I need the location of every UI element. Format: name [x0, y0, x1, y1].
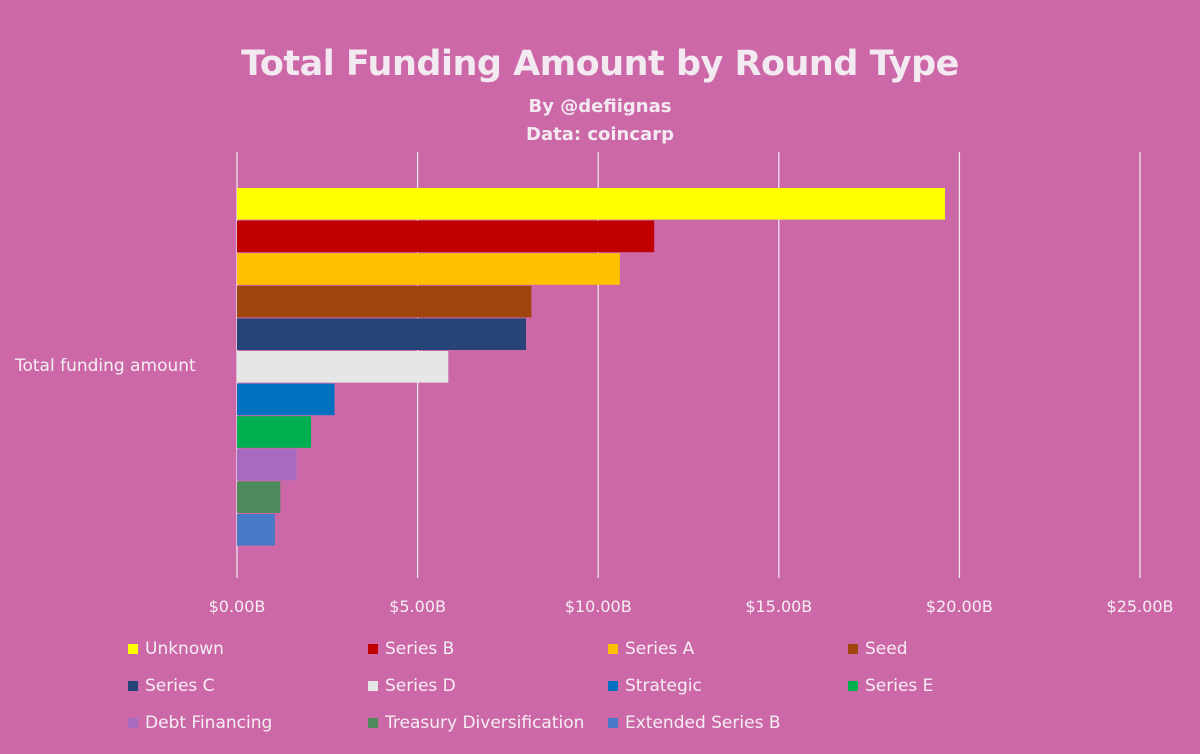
legend-label: Extended Series B: [625, 713, 781, 733]
legend-item: Series A: [608, 637, 694, 661]
legend-item: Debt Financing: [128, 711, 272, 735]
bar-series-e: [237, 416, 312, 448]
legend-swatch: [368, 644, 378, 654]
legend-swatch: [128, 644, 138, 654]
legend-swatch: [368, 718, 378, 728]
legend-item: Series B: [368, 637, 454, 661]
legend-item: Series D: [368, 674, 456, 698]
chart-title: Total Funding Amount by Round Type: [241, 44, 959, 84]
legend-item: Extended Series B: [608, 711, 781, 735]
chart-subtitle-author: By @defiignas: [528, 96, 672, 117]
legend-label: Seed: [865, 639, 908, 659]
legend-label: Unknown: [145, 639, 224, 659]
legend-label: Series E: [865, 676, 934, 696]
bar-series-c: [237, 318, 526, 350]
legend-swatch: [848, 681, 858, 691]
bar-debt-financing: [237, 448, 297, 481]
legend-item: Strategic: [608, 674, 702, 698]
bar-unknown: [237, 188, 945, 220]
bar-series-a: [237, 253, 620, 285]
chart-subtitle-source: Data: coincarp: [526, 124, 674, 145]
x-tick-label: $20.00B: [926, 597, 993, 616]
legend-label: Series B: [385, 639, 455, 659]
legend-item: Treasury Diversification: [368, 711, 584, 735]
legend-item: Series E: [848, 674, 933, 698]
legend-item: Unknown: [128, 637, 224, 661]
x-tick-label: $25.00B: [1107, 597, 1174, 616]
x-tick-label: $5.00B: [389, 597, 446, 616]
legend-label: Series A: [625, 639, 695, 659]
category-label: Total funding amount: [14, 356, 196, 376]
bar-extended-series-b: [237, 514, 275, 546]
legend-label: Series D: [385, 676, 456, 696]
legend-swatch: [608, 644, 618, 654]
bar-series-b: [237, 220, 655, 253]
bar-treasury-diversification: [237, 481, 281, 513]
legend-swatch: [608, 681, 618, 691]
legend-label: Strategic: [625, 676, 702, 696]
legend-swatch: [368, 681, 378, 691]
legend-swatch: [128, 681, 138, 691]
bar-strategic: [237, 383, 335, 416]
x-tick-label: $15.00B: [745, 597, 812, 616]
legend-swatch: [608, 718, 618, 728]
legend-label: Debt Financing: [145, 713, 273, 733]
legend-item: Series C: [128, 674, 215, 698]
legend-label: Series C: [145, 676, 215, 696]
bar-series-d: [237, 351, 449, 383]
bar-seed: [237, 285, 532, 318]
legend-label: Treasury Diversification: [385, 713, 585, 733]
legend-swatch: [128, 718, 138, 728]
legend-swatch: [848, 644, 858, 654]
x-tick-label: $0.00B: [209, 597, 266, 616]
legend-item: Seed: [848, 637, 908, 661]
x-tick-label: $10.00B: [565, 597, 632, 616]
